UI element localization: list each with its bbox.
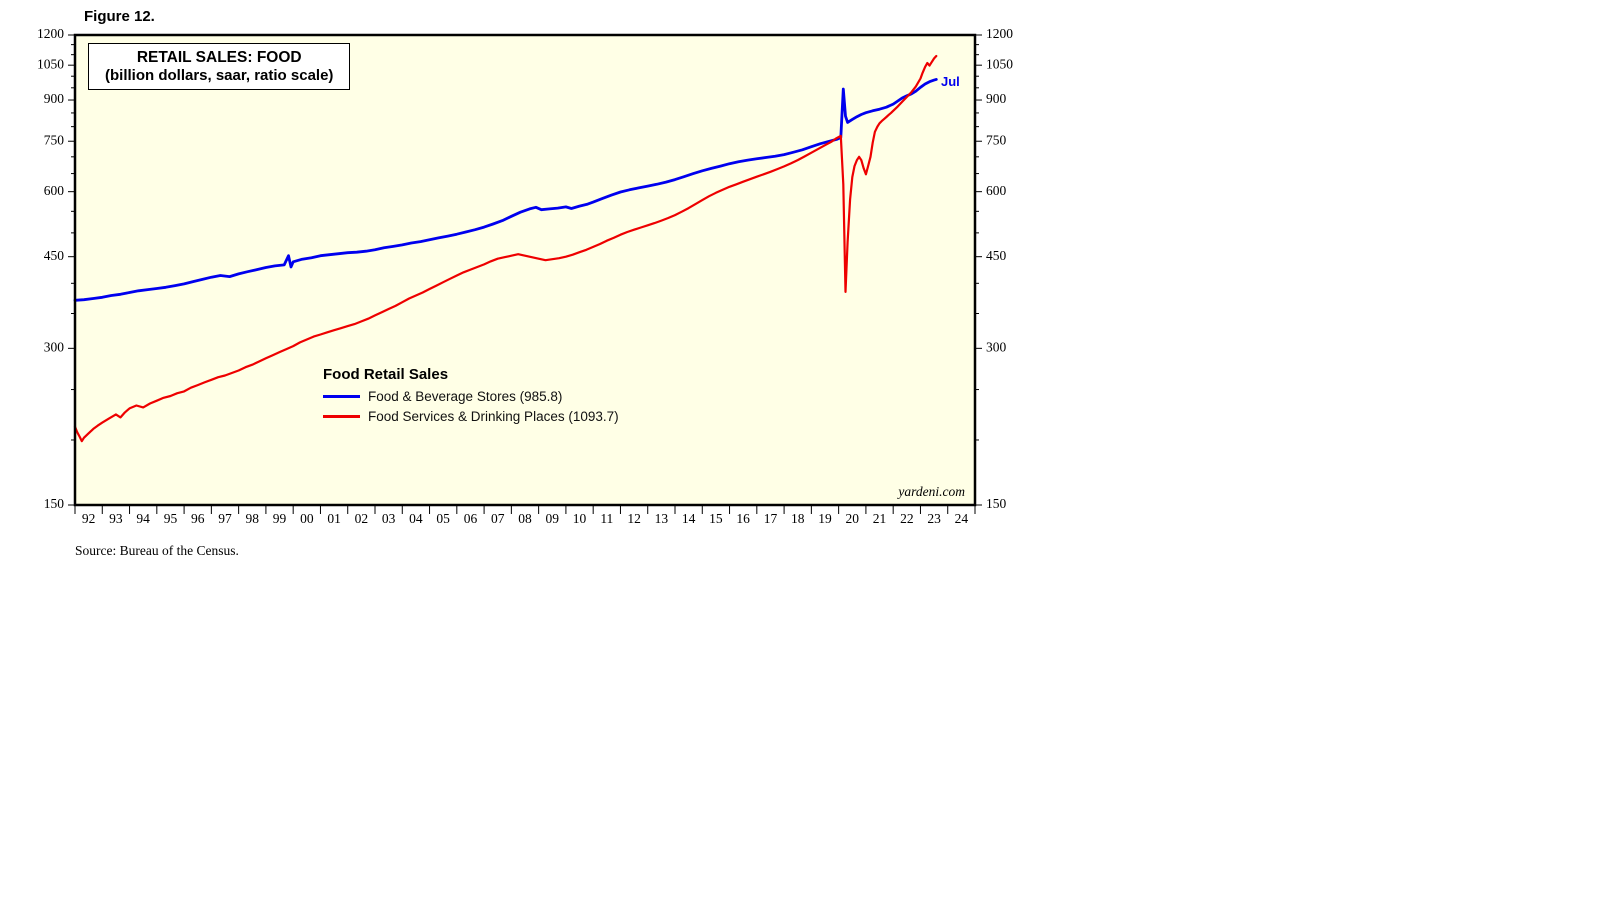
legend-swatch-red bbox=[323, 414, 360, 419]
x-axis-tick-label: 20 bbox=[846, 511, 860, 526]
y-axis: 150 150 300 300 450 450 600 600 750 750 900 900 1050… bbox=[37, 26, 1013, 511]
x-axis-tick-label: 95 bbox=[164, 511, 178, 526]
y-axis-tick-label-right: 900 bbox=[986, 91, 1007, 106]
series-line-food-services-drinking-places bbox=[73, 54, 938, 443]
y-axis-tick-label-right: 300 bbox=[986, 339, 1007, 354]
y-axis-tick-label-left: 450 bbox=[44, 248, 65, 263]
x-axis-tick-label: 07 bbox=[491, 511, 505, 526]
x-axis-tick-label: 19 bbox=[818, 511, 832, 526]
y-axis-tick-label-left: 300 bbox=[44, 339, 65, 354]
chart-subtitle: (billion dollars, saar, ratio scale) bbox=[105, 67, 334, 84]
series-line-food-beverage-stores bbox=[73, 78, 938, 302]
source-note: Source: Bureau of the Census. bbox=[75, 543, 239, 558]
x-axis-tick-label: 92 bbox=[82, 511, 96, 526]
x-axis-tick-label: 00 bbox=[300, 511, 314, 526]
x-axis: 92 93 94 95 96 97 98 99 00 01 02 03 04 05 06 07 08 09 10 11… bbox=[74, 505, 976, 526]
x-axis-tick-label: 96 bbox=[191, 511, 205, 526]
plot-area bbox=[75, 35, 975, 505]
x-axis-tick-label: 24 bbox=[955, 511, 969, 526]
legend-swatch-blue bbox=[323, 394, 360, 399]
y-axis-tick-label-right: 1050 bbox=[986, 56, 1013, 71]
x-axis-tick-label: 02 bbox=[355, 511, 369, 526]
y-axis-tick-label-right: 600 bbox=[986, 183, 1007, 198]
legend-label: Food Services & Drinking Places (1093.7) bbox=[368, 409, 619, 424]
y-axis-tick-label-left: 1200 bbox=[37, 26, 64, 41]
x-axis-tick-label: 18 bbox=[791, 511, 805, 526]
x-axis-tick-label: 94 bbox=[136, 511, 150, 526]
y-axis-tick-label-left: 150 bbox=[44, 496, 65, 511]
legend: Food Retail Sales Food & Beverage Stores… bbox=[323, 366, 619, 424]
x-axis-tick-label: 16 bbox=[736, 511, 750, 526]
x-axis-tick-label: 99 bbox=[273, 511, 287, 526]
x-axis-tick-label: 08 bbox=[518, 511, 532, 526]
y-axis-tick-label-left: 600 bbox=[44, 183, 65, 198]
x-axis-tick-label: 97 bbox=[218, 511, 232, 526]
x-axis-tick-label: 21 bbox=[873, 511, 887, 526]
x-axis-tick-label: 17 bbox=[764, 511, 778, 526]
x-axis-tick-label: 01 bbox=[327, 511, 341, 526]
x-axis-tick-label: 04 bbox=[409, 511, 423, 526]
x-axis-tick-label: 10 bbox=[573, 511, 587, 526]
legend-item-food-beverage-stores: Food & Beverage Stores (985.8) bbox=[323, 389, 619, 404]
y-axis-tick-label-right: 750 bbox=[986, 132, 1007, 147]
x-axis-tick-label: 98 bbox=[246, 511, 260, 526]
yardeni-watermark: yardeni.com bbox=[898, 484, 965, 499]
chart-title: RETAIL SALES: FOOD bbox=[136, 49, 302, 66]
last-point-month-label: Jul bbox=[941, 74, 960, 89]
x-axis-tick-label: 93 bbox=[109, 511, 123, 526]
legend-label: Food & Beverage Stores (985.8) bbox=[368, 389, 563, 404]
x-axis-tick-label: 09 bbox=[546, 511, 560, 526]
plot-border bbox=[73, 33, 977, 507]
chart-title-box: RETAIL SALES: FOOD (billion dollars, saa… bbox=[88, 43, 351, 90]
x-axis-tick-label: 05 bbox=[436, 511, 450, 526]
x-axis-tick-label: 06 bbox=[464, 511, 478, 526]
y-axis-tick-label-left: 900 bbox=[44, 91, 65, 106]
x-axis-tick-label: 03 bbox=[382, 511, 396, 526]
y-axis-tick-label-left: 1050 bbox=[37, 56, 64, 71]
x-axis-tick-label: 22 bbox=[900, 511, 914, 526]
y-axis-tick-label-right: 450 bbox=[986, 248, 1007, 263]
y-axis-tick-label-left: 750 bbox=[44, 132, 65, 147]
x-axis-tick-label: 13 bbox=[655, 511, 669, 526]
y-axis-tick-label-right: 1200 bbox=[986, 26, 1013, 41]
legend-item-food-services: Food Services & Drinking Places (1093.7) bbox=[323, 409, 619, 424]
x-axis-tick-label: 23 bbox=[927, 511, 941, 526]
legend-title: Food Retail Sales bbox=[323, 366, 449, 383]
x-axis-tick-label: 12 bbox=[627, 511, 641, 526]
x-axis-tick-label: 11 bbox=[600, 511, 613, 526]
figure-label: Figure 12. bbox=[84, 8, 155, 25]
x-axis-tick-label: 14 bbox=[682, 511, 696, 526]
y-axis-tick-label-right: 150 bbox=[986, 496, 1007, 511]
x-axis-tick-label: 15 bbox=[709, 511, 723, 526]
